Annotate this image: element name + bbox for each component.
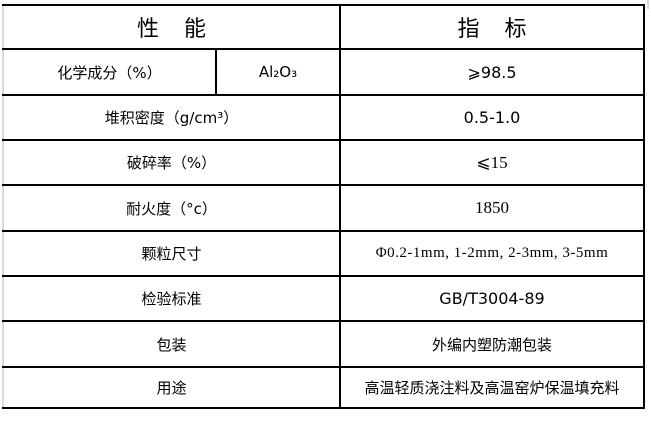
- value-cell: GB/T3004-89: [339, 275, 645, 322]
- value-cell: ⩾98.5: [339, 48, 645, 96]
- property-cell: 颗粒尺寸: [2, 230, 341, 277]
- table-row-crushing-rate: 破碎率（%） ⩽15: [2, 139, 645, 186]
- table-row-chemical-composition: 化学成分（%） Al₂O₃ ⩾98.5: [2, 48, 645, 96]
- spec-table: 性 能 指 标 化学成分（%） Al₂O₃ ⩾98.5 堆积密度（g/cm³） …: [2, 4, 645, 409]
- table-row-usage: 用途 高温轻质浇注料及高温窑炉保温填充料: [2, 366, 645, 409]
- table-row-packaging: 包装 外编内塑防潮包装: [2, 320, 645, 368]
- table-row-bulk-density: 堆积密度（g/cm³） 0.5-1.0: [2, 94, 645, 141]
- property-cell: 堆积密度（g/cm³）: [2, 94, 341, 141]
- value-cell: 1850: [339, 184, 645, 232]
- header-cell-indicator: 指 标: [339, 4, 645, 50]
- table-header-row: 性 能 指 标: [2, 4, 645, 50]
- property-cell: 破碎率（%）: [2, 139, 341, 186]
- property-cell: 化学成分（%）: [2, 48, 217, 96]
- value-cell: ⩽15: [339, 139, 645, 186]
- table-row-granule-size: 颗粒尺寸 Φ0.2-1mm, 1-2mm, 2-3mm, 3-5mm: [2, 230, 645, 277]
- table-row-inspection-standard: 检验标准 GB/T3004-89: [2, 275, 645, 322]
- table-row-refractoriness: 耐火度（°c） 1850: [2, 184, 645, 232]
- property-cell: 耐火度（°c）: [2, 184, 341, 232]
- value-cell: Φ0.2-1mm, 1-2mm, 2-3mm, 3-5mm: [339, 230, 645, 277]
- gridline-artifact: [647, 0, 649, 9]
- value-cell: 外编内塑防潮包装: [339, 320, 645, 368]
- property-cell: 检验标准: [2, 275, 341, 322]
- value-cell: 高温轻质浇注料及高温窑炉保温填充料: [339, 366, 645, 409]
- property-cell: 用途: [2, 366, 341, 409]
- header-cell-performance: 性 能: [2, 4, 341, 50]
- sub-property-cell: Al₂O₃: [215, 48, 341, 96]
- value-cell: 0.5-1.0: [339, 94, 645, 141]
- property-cell: 包装: [2, 320, 341, 368]
